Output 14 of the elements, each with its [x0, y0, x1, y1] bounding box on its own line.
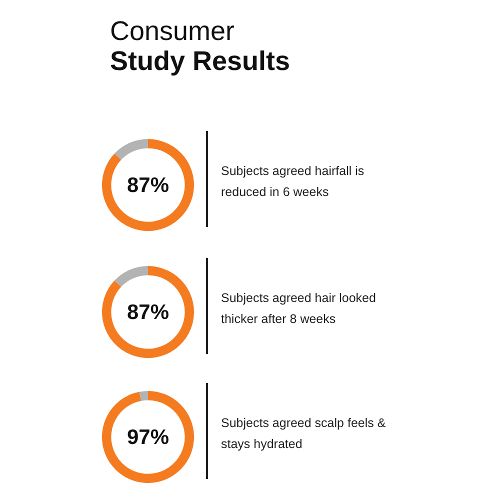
donut-slice	[114, 266, 148, 287]
data-label: 87%	[127, 174, 170, 197]
text: Subjects agreed hairfall is reduced in 6 weeks	[221, 163, 366, 201]
text: Subjects agreed hair looked thicker after 8 weeks	[221, 290, 377, 328]
donut-slice	[102, 266, 194, 358]
donut-slice	[102, 391, 194, 483]
donut-slice	[102, 139, 194, 231]
chart-title: Consumer	[110, 16, 236, 46]
text: Subjects agreed scalp feels & stays hydrated	[221, 415, 387, 453]
data-label: 97%	[127, 426, 170, 449]
donut-slice	[114, 139, 148, 160]
data-label: 87%	[127, 301, 170, 324]
chart-subtitle: Study Results	[110, 46, 290, 76]
donut-slice	[139, 391, 148, 401]
